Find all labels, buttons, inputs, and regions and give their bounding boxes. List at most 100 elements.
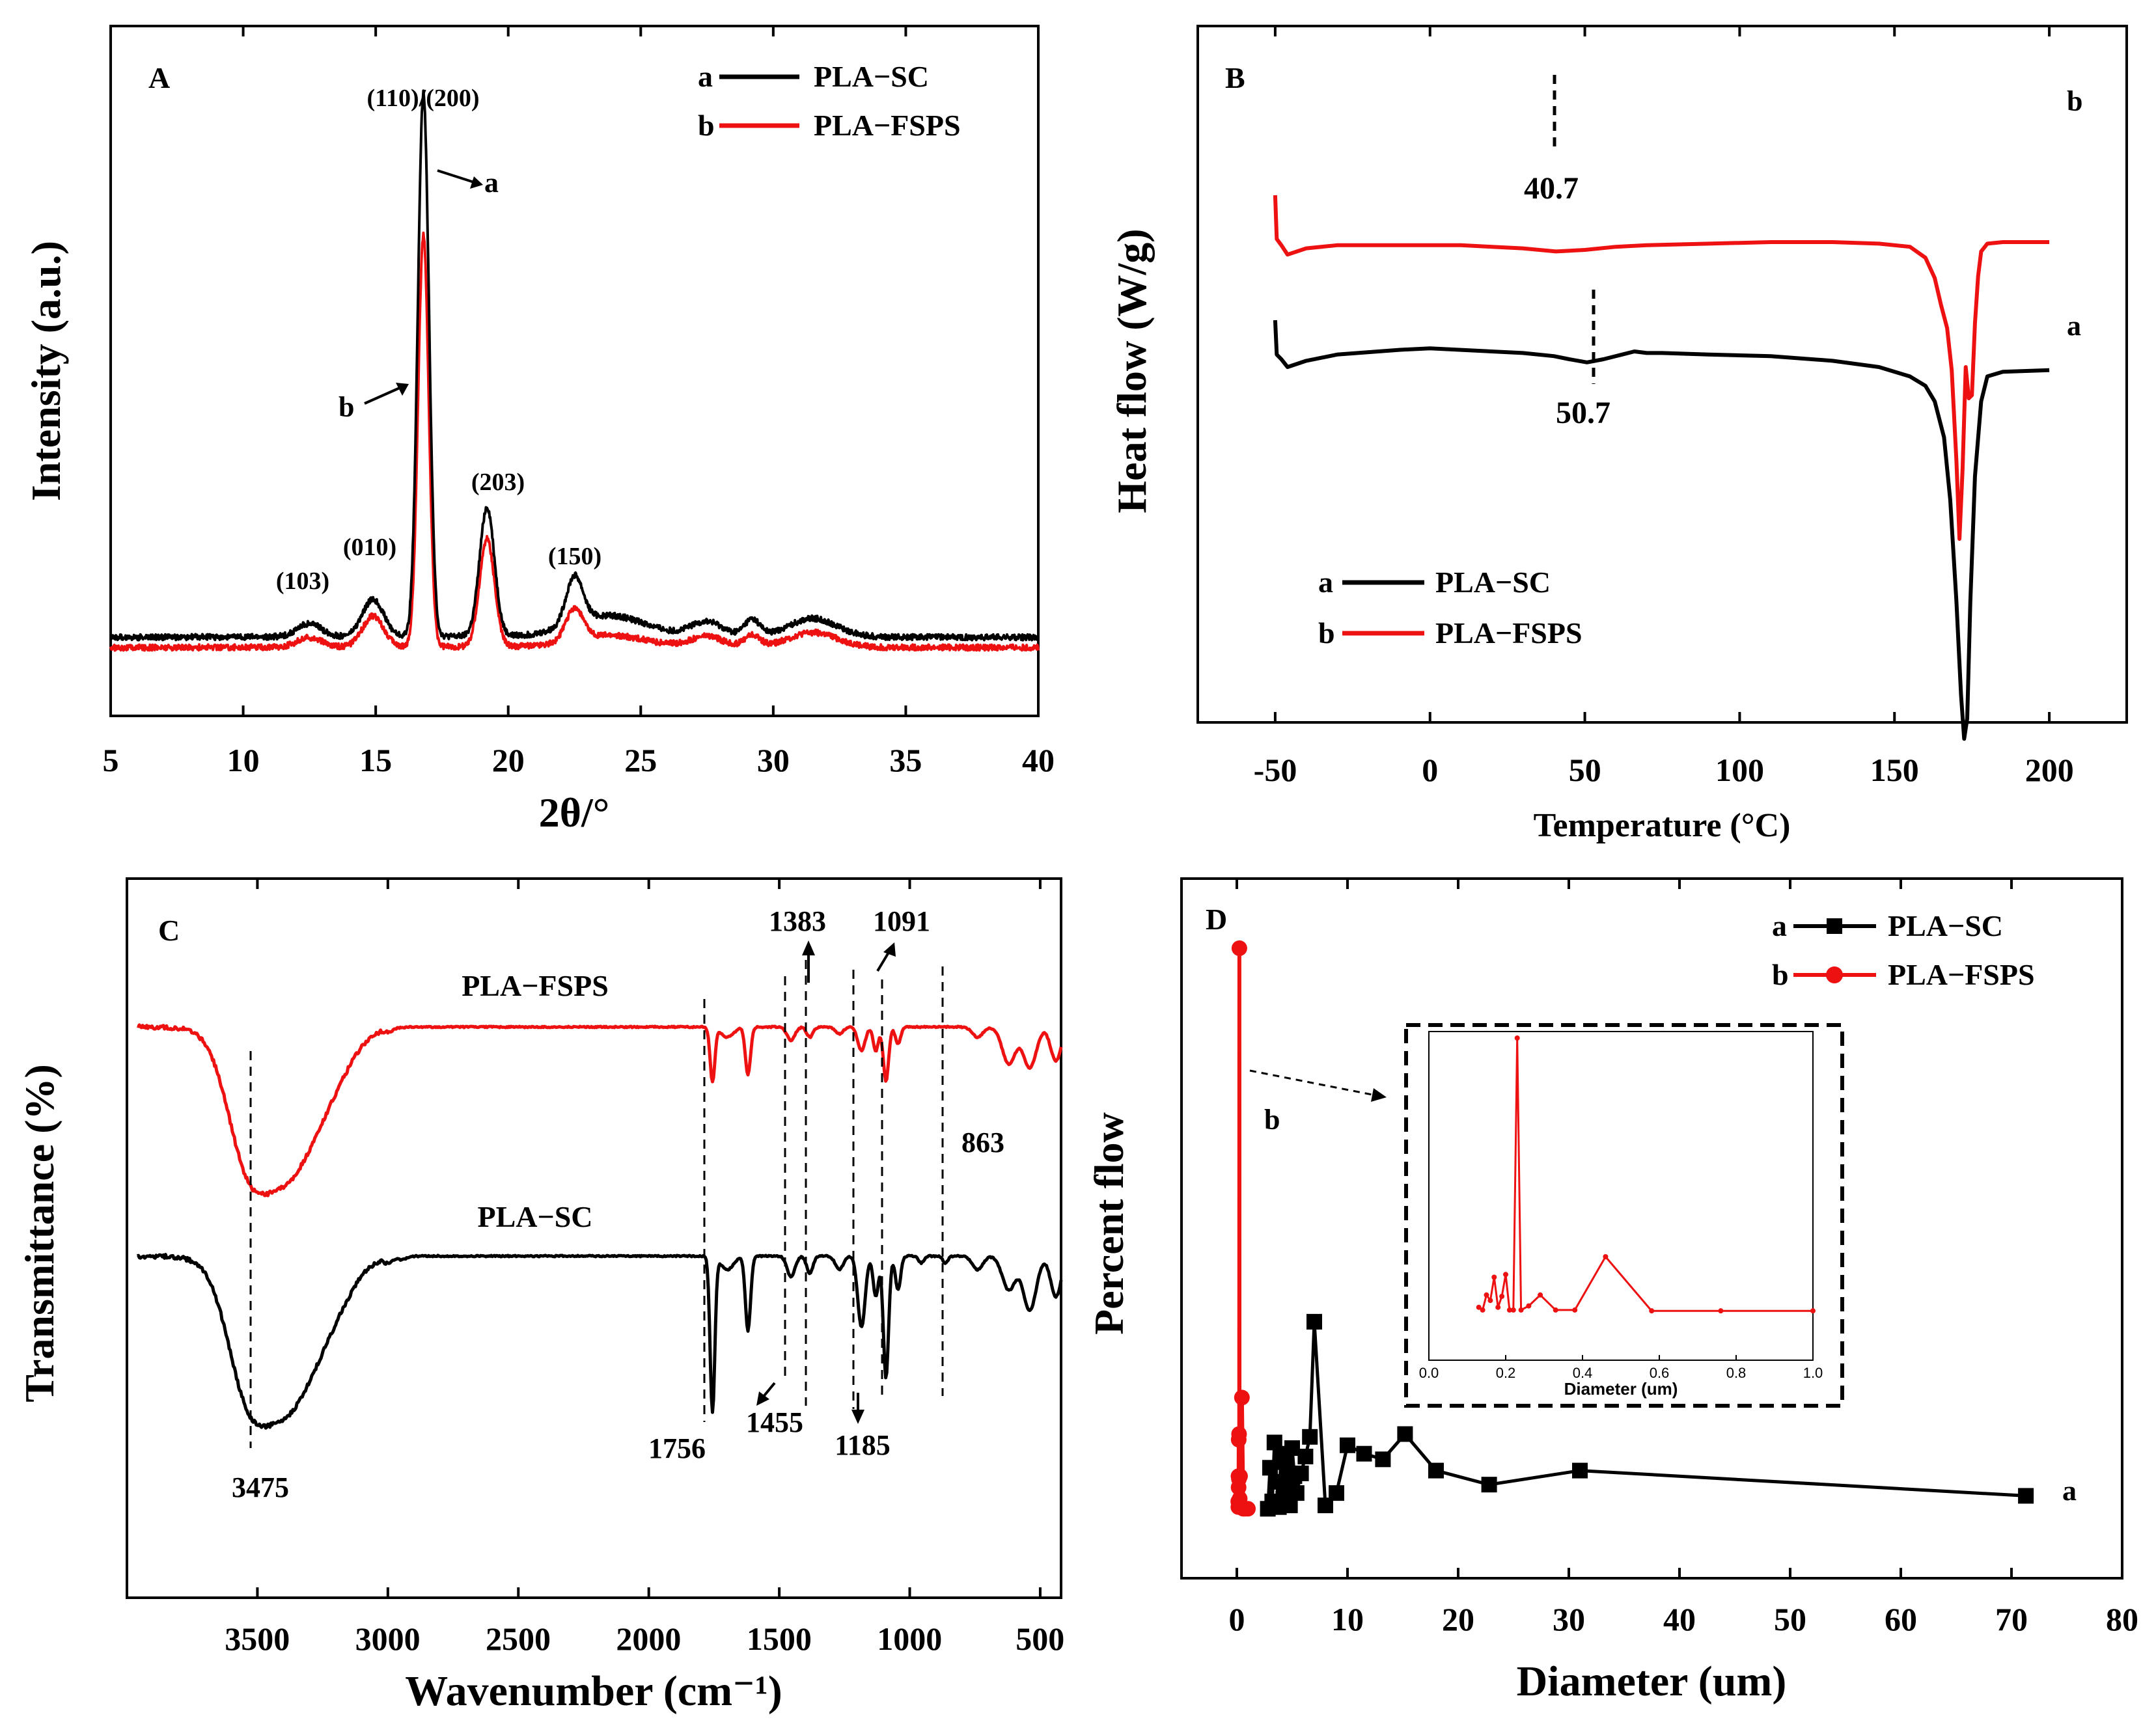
arrow-1185-head: [851, 1410, 864, 1424]
panel-d-series-a-point: [1481, 1477, 1497, 1493]
panel-a-xtick: 35: [889, 742, 922, 778]
panel-c-ylabel: Transmittance (%): [16, 1064, 62, 1402]
panel-a: A 5 10 15 20 25 30 35 40 2θ/° Intensity …: [23, 25, 1055, 836]
band-label-1091: 1091: [873, 905, 930, 937]
panel-a-xtick: 15: [359, 742, 392, 778]
panel-b-legend-key-a: a: [1318, 566, 1333, 599]
panel-d-xtick: 40: [1663, 1601, 1696, 1637]
panel-b-xtick: 200: [2025, 752, 2074, 788]
panel-d-series-a-point: [1340, 1437, 1355, 1453]
panel-d-series-a-point: [1306, 1313, 1322, 1330]
inset-series-b-point: [1487, 1298, 1493, 1304]
inset-series-b-point: [1538, 1292, 1543, 1298]
panel-d-legend: a PLA−SC b PLA−FSPS: [1772, 909, 2035, 991]
panel-c-xtick: 500: [1016, 1621, 1064, 1657]
panel-b-frame: [1196, 25, 2128, 724]
panel-c-xtick: 2000: [616, 1621, 681, 1657]
panel-b-mark-label-40-7: 40.7: [1524, 171, 1579, 206]
panel-a-label: A: [148, 61, 170, 94]
peak-label-110-200: (110)/(200): [366, 85, 479, 112]
peak-label-150: (150): [548, 543, 601, 570]
panel-b-xtick: 150: [1870, 752, 1919, 788]
inset-series-b-point: [1506, 1307, 1512, 1313]
inset-series-b-line: [1478, 1037, 1813, 1312]
panel-c-xticks: 3500 3000 2500 2000 1500 1000 500: [225, 1621, 1064, 1657]
band-label-3475: 3475: [232, 1471, 289, 1503]
panel-b-xtick: 0: [1422, 752, 1438, 788]
panel-b-xticks: -50 0 50 100 150 200: [1254, 752, 2074, 788]
panel-b-curve-label-b: b: [2067, 85, 2082, 117]
panel-c-arrows: [756, 940, 896, 1424]
panel-a-series-b: [109, 231, 1040, 652]
peak-label-203: (203): [471, 469, 525, 496]
panel-d-xlabel: Diameter (um): [1517, 1658, 1787, 1705]
panel-b-xtick: -50: [1254, 752, 1297, 788]
arrow-1091-head: [883, 942, 896, 957]
panel-c-series-label-sc: PLA−SC: [477, 1200, 592, 1233]
inset-xtick: 0.2: [1496, 1365, 1516, 1381]
panel-d-series-a-point: [1375, 1451, 1391, 1468]
panel-d-series-a-point: [1277, 1454, 1293, 1470]
panel-c-tick-marks: [256, 879, 1042, 1598]
panel-c-xtick: 1500: [747, 1621, 812, 1657]
panel-b-legend: a PLA−SC b PLA−FSPS: [1318, 566, 1582, 650]
panel-b-mark-label-50-7: 50.7: [1556, 396, 1610, 430]
inset-series-b-point: [1603, 1254, 1609, 1259]
panel-a-curve-label-a: a: [484, 167, 499, 198]
inset-series-b-point: [1553, 1307, 1558, 1313]
band-label-1383: 1383: [769, 905, 826, 937]
panel-b-series-b: [1273, 195, 2050, 541]
peak-label-010: (010): [343, 534, 396, 561]
panel-d: D 0 10 20 30 40 50 60 70 80 Diameter (um…: [1086, 877, 2139, 1705]
panel-c-xtick: 1000: [877, 1621, 942, 1657]
inset-series-b-point: [1572, 1307, 1578, 1313]
panel-c-band-markers: [249, 960, 944, 1448]
panel-b-legend-key-b: b: [1318, 616, 1335, 650]
panel-d-xtick: 60: [1885, 1601, 1917, 1637]
inset-series-b-point: [1649, 1308, 1655, 1314]
inset-series-b-point: [1495, 1304, 1501, 1310]
panel-a-legend-key-a: a: [698, 60, 713, 93]
inset-series-b-point: [1810, 1308, 1816, 1314]
panel-d-legend-name-a: PLA−SC: [1888, 909, 2003, 942]
panel-b-legend-name-b: PLA−FSPS: [1435, 616, 1582, 650]
panel-d-series-b-point: [1240, 1501, 1256, 1517]
panel-a-xtick: 40: [1022, 742, 1055, 778]
panel-c: C 3500 3000 2500 2000 1500 1000 500 Wave…: [16, 877, 1064, 1715]
panel-d-series-a-point: [1297, 1449, 1314, 1465]
panel-c-xtick: 3000: [355, 1621, 421, 1657]
panel-b-curve-label-a: a: [2067, 310, 2081, 342]
panel-b: B -50 0 50 100 150 200 Temperature (°C) …: [1109, 25, 2128, 844]
band-label-863: 863: [961, 1127, 1004, 1158]
panel-d-curve-label-a: a: [2062, 1475, 2077, 1507]
inset-series-b-point: [1503, 1272, 1508, 1278]
panel-d-zoom-arrow-head: [1371, 1088, 1387, 1102]
panel-d-xtick: 50: [1774, 1601, 1806, 1637]
panel-d-series-a-point: [1293, 1465, 1309, 1481]
panel-d-series-b-point: [1232, 1468, 1248, 1485]
panel-a-legend-name-a: PLA−SC: [814, 60, 929, 93]
panel-d-xtick: 0: [1229, 1601, 1245, 1637]
panel-c-series-b: [136, 1023, 1063, 1197]
panel-d-series-a-point: [1329, 1485, 1344, 1501]
panel-d-xtick: 80: [2106, 1601, 2138, 1637]
panel-a-xtick: 25: [624, 742, 657, 778]
inset-frame: [1428, 1031, 1814, 1361]
inset-xtick: 0.6: [1650, 1365, 1670, 1381]
panel-c-series-label-fsps: PLA−FSPS: [462, 969, 609, 1002]
panel-d-legend-name-b: PLA−FSPS: [1888, 958, 2035, 991]
inset-xtick: 0.4: [1573, 1365, 1593, 1381]
panel-b-curves: [1273, 195, 2050, 741]
panel-d-series-a-point: [1356, 1445, 1372, 1462]
panel-a-legend: a PLA−SC b PLA−FSPS: [698, 60, 961, 142]
panel-c-frame: [126, 877, 1062, 1599]
inset-series-b-point: [1514, 1035, 1520, 1041]
panel-d-frame: [1180, 877, 2123, 1580]
panel-a-xtick: 10: [227, 742, 260, 778]
panel-d-xticks: 0 10 20 30 40 50 60 70 80: [1229, 1601, 2139, 1637]
panel-d-series-b-point: [1231, 1426, 1247, 1442]
panel-b-legend-name-a: PLA−SC: [1435, 566, 1551, 599]
panel-a-legend-name-b: PLA−FSPS: [814, 109, 961, 142]
panel-d-curves: [1230, 940, 2034, 1517]
